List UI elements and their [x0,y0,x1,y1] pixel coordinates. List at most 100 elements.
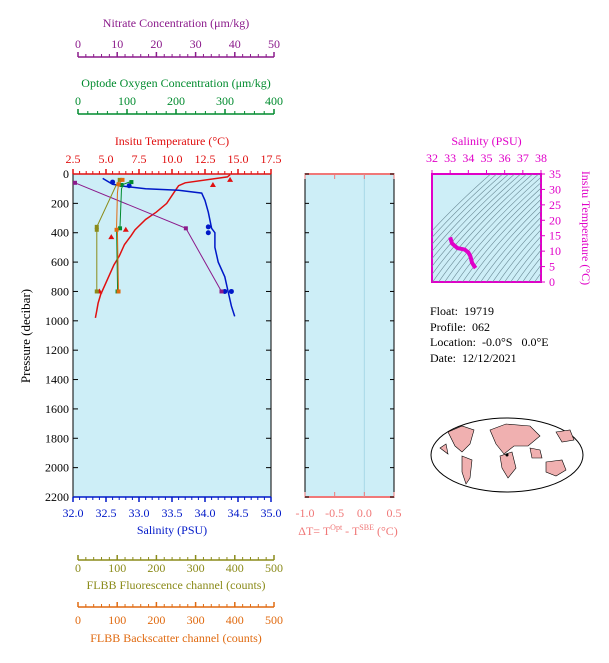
location: Location: -0.0°S 0.0°E [430,335,549,349]
nitrate-point [72,180,77,185]
fluorescence-point [94,289,99,294]
temperature-tick-label: 15.0 [228,152,249,166]
ts-density-contour [534,272,541,282]
nitrate-point [183,226,188,231]
oxygen-tick-label: 400 [265,94,283,108]
backscatter-point [120,177,125,182]
ts-density-contour [462,193,541,282]
oxygen-tick-label: 300 [216,94,234,108]
pressure-tick-label: 2000 [45,461,69,475]
ts-density-contour [480,210,541,282]
ts-density-contour [432,174,528,275]
salinity-profile-line [102,177,236,317]
map-landmass [499,451,517,479]
map-landmass [529,447,543,459]
pressure-tick-label: 400 [51,226,69,240]
map-landmass [439,443,449,455]
fluorescence-tick-label: 100 [108,561,126,575]
backscatter-axis-title: FLBB Backscatter channel (counts) [90,631,262,645]
ts-x-tick-label: 37 [517,151,529,165]
ts-density-contour [510,242,541,282]
oxygen-point [129,180,134,185]
delta-tick-label: 0.5 [387,506,402,520]
ts-density-contour [432,174,498,238]
pressure-tick-label: 1000 [45,314,69,328]
ts-x-tick-label: 34 [462,151,474,165]
fluorescence-axis-title: FLBB Fluorescence channel (counts) [87,578,266,592]
salinity-tick-label: 33.5 [162,506,183,520]
ts-density-contour [528,264,541,282]
fluorescence-tick-label: 0 [75,561,81,575]
map-landmass [555,429,575,443]
map-landmass [545,459,567,477]
ts-x-tick-label: 33 [444,151,456,165]
salinity-tick-label: 34.0 [195,506,216,520]
delta-plot-area [304,173,395,498]
ts-density-contour [432,174,510,252]
salinity-point [228,288,234,294]
ts-x-tick-label: 35 [481,151,493,165]
oxygen-profile-line [116,180,132,292]
ts-y-tick-label: 10 [549,244,561,258]
world-map [430,417,584,493]
float-info: Float: 19719 Profile: 062 Location: -0.0… [430,304,549,366]
ts-y-tick-label: 25 [549,198,561,212]
backscatter-tick-label: 300 [187,613,205,627]
ts-density-contour [432,174,534,282]
ts-y-tick-label: 0 [549,275,555,289]
ts-x-tick-label: 38 [535,151,547,165]
nitrate-point [219,289,224,294]
ts-density-contour [438,174,540,282]
ts-density-contour [474,204,541,282]
pressure-tick-label: 1800 [45,431,69,445]
ts-y-tick-label: 5 [549,260,555,274]
temperature-point [209,182,216,188]
fluorescence-tick-label: 400 [226,561,244,575]
date: Date: 12/12/2021 [430,350,517,365]
ts-density-contour [504,235,541,282]
fluorescence-tick-label: 500 [265,561,283,575]
backscatter-point [114,227,119,232]
ts-y-tick-label: 35 [549,167,561,181]
salinity-tick-label: 33.0 [129,506,150,520]
oxygen-tick-label: 100 [118,94,136,108]
ts-density-contour [516,249,541,282]
temperature-axis-title: Insitu Temperature (°C) [115,134,229,148]
temperature-tick-label: 5.0 [99,152,114,166]
temperature-tick-label: 17.5 [261,152,282,166]
map-landmass [447,425,475,453]
nitrate-tick-label: 40 [229,37,241,51]
ts-y-tick-label: 20 [549,213,561,227]
fluorescence-point [94,224,99,229]
ts-plot-area [431,173,542,283]
delta-tick-label: -1.0 [296,506,315,520]
delta-axis-title: ΔT= TOpt - TSBE (°C) [298,523,398,538]
ts-density-contour [522,256,541,282]
salinity-point [126,183,132,189]
oxygen-axis-title: Optode Oxygen Concentration (μm/kg) [81,76,270,90]
ts-density-contour [432,174,522,267]
pressure-tick-label: 2200 [45,490,69,504]
pressure-tick-label: 600 [51,255,69,269]
oxygen-tick-label: 200 [167,94,185,108]
salinity-tick-label: 35.0 [261,506,282,520]
ts-density-contour [456,187,541,282]
profile-plot-area [72,173,272,498]
map-landmass [461,455,473,485]
salinity-axis-title: Salinity (PSU) [137,523,207,537]
backscatter-tick-label: 0 [75,613,81,627]
backscatter-tick-label: 100 [108,613,126,627]
pressure-tick-label: 800 [51,284,69,298]
ts-density-contour [468,198,541,282]
backscatter-tick-label: 200 [147,613,165,627]
fluorescence-point [94,227,99,232]
backscatter-point [116,182,121,187]
salinity-point [222,288,228,294]
pressure-axis-title: Pressure (decibar) [18,289,33,383]
ts-density-contour [432,174,492,232]
ts-density-contour [432,174,504,245]
pressure-tick-label: 0 [63,167,69,181]
fluorescence-tick-label: 300 [187,561,205,575]
salinity-tick-label: 34.5 [228,506,249,520]
